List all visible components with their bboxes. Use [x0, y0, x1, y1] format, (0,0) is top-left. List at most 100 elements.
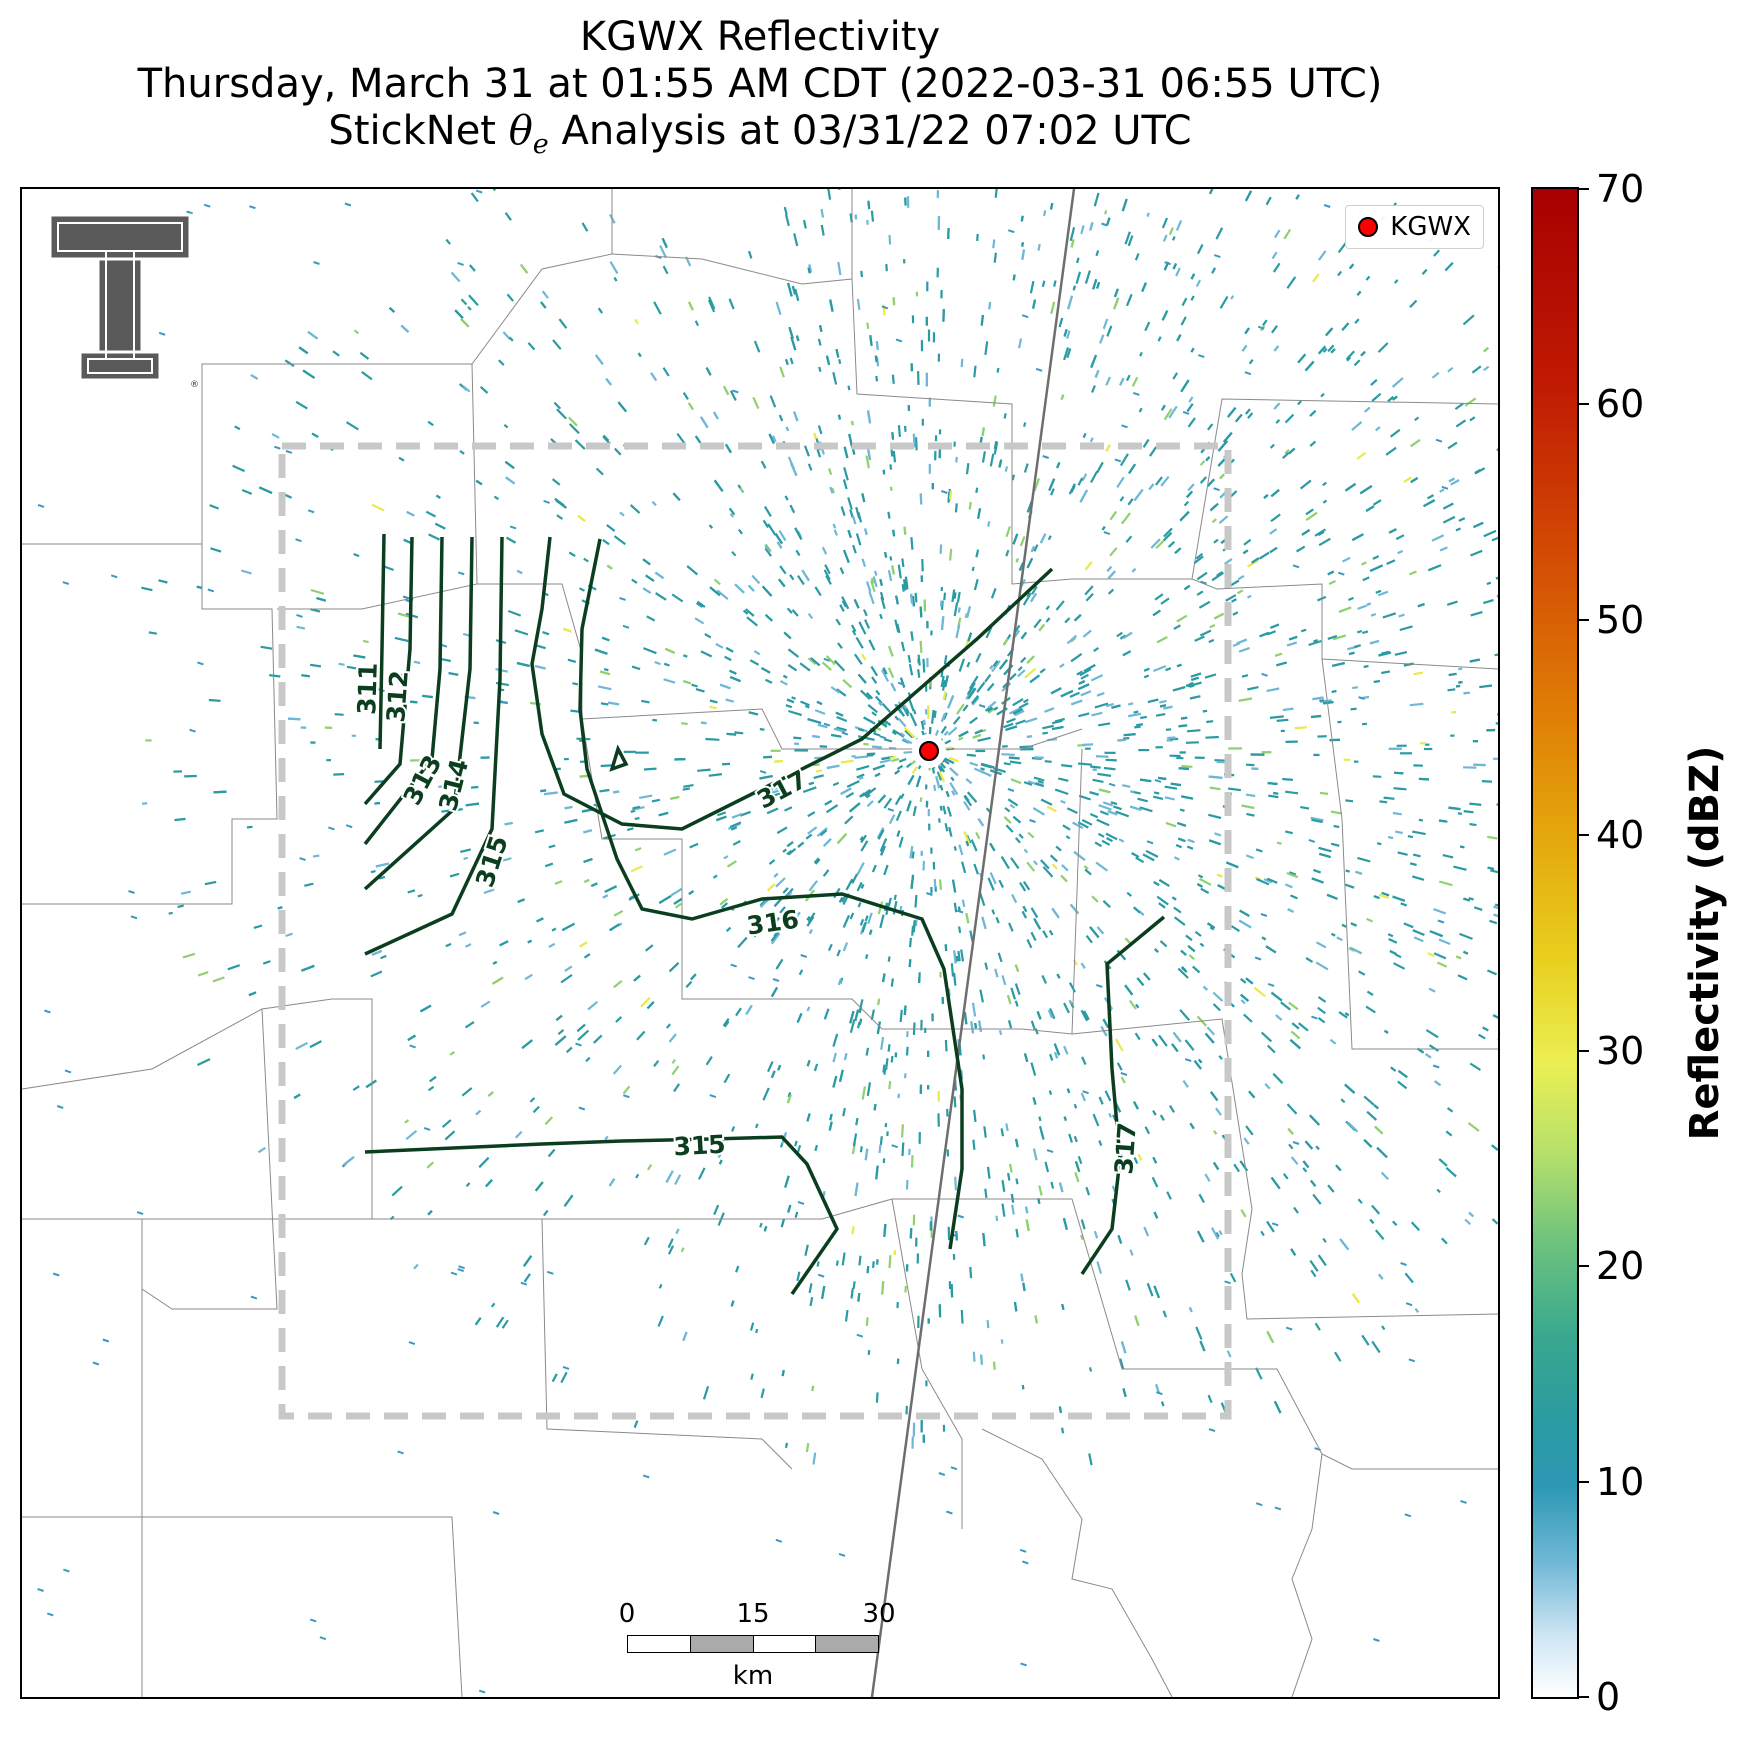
contour-label: 311 — [352, 662, 383, 715]
echo-speck — [1018, 702, 1029, 709]
echo-speck — [1129, 1249, 1134, 1256]
echo-speck — [1053, 1043, 1061, 1056]
contour-triangle — [609, 744, 629, 772]
echo-speck — [752, 396, 760, 410]
echo-speck — [529, 1097, 536, 1103]
echo-speck — [872, 745, 882, 749]
echo-speck — [696, 602, 704, 608]
echo-speck — [732, 840, 741, 846]
echo-speck — [1026, 592, 1031, 598]
echo-speck — [1020, 1273, 1024, 1282]
echo-speck — [900, 641, 906, 652]
echo-speck — [460, 318, 470, 328]
echo-speck — [1000, 1128, 1005, 1137]
echo-speck — [1092, 778, 1104, 783]
echo-speck — [868, 929, 873, 935]
echo-speck — [874, 570, 878, 576]
echo-speck — [849, 1010, 855, 1024]
echo-speck — [1463, 810, 1474, 814]
echo-speck — [996, 367, 1000, 373]
echo-speck — [874, 695, 883, 704]
echo-speck — [130, 915, 138, 920]
echo-speck — [634, 816, 640, 821]
echo-speck — [1089, 812, 1099, 819]
echo-speck — [562, 627, 572, 633]
echo-speck — [1482, 599, 1494, 605]
echo-speck — [1493, 913, 1498, 918]
echo-speck — [1204, 1032, 1215, 1044]
echo-speck — [1211, 571, 1225, 582]
echo-speck — [726, 860, 737, 868]
echo-speck — [1053, 280, 1057, 287]
echo-speck — [630, 809, 636, 813]
echo-speck — [1288, 447, 1296, 455]
echo-speck — [868, 639, 876, 651]
echo-speck — [1104, 1090, 1112, 1102]
echo-speck — [1300, 628, 1307, 633]
echo-speck — [719, 897, 729, 906]
echo-speck — [1000, 856, 1010, 870]
echo-speck — [619, 596, 626, 601]
texas-tech-logo-icon: ® — [40, 207, 200, 392]
echo-speck — [953, 1096, 957, 1108]
echo-speck — [1243, 1137, 1250, 1145]
echo-speck — [423, 1126, 431, 1131]
echo-speck — [409, 700, 418, 704]
title-line-3-prefix: StickNet — [328, 108, 496, 154]
echo-speck — [891, 757, 900, 763]
echo-speck — [1023, 463, 1029, 473]
echo-speck — [654, 571, 665, 580]
echo-speck — [1486, 581, 1492, 586]
echo-speck — [1122, 1388, 1127, 1398]
map-panel[interactable]: 311 312 313 314 315 317 316 315 317 — [20, 187, 1500, 1699]
echo-speck — [1397, 851, 1408, 856]
echo-speck — [284, 359, 295, 368]
contour-label: 317 — [1109, 1121, 1142, 1175]
echo-speck — [885, 1058, 889, 1071]
echo-speck — [838, 1552, 846, 1557]
echo-speck — [1105, 444, 1111, 452]
echo-speck — [1168, 405, 1178, 419]
echo-speck — [1325, 327, 1334, 337]
echo-speck — [1309, 409, 1317, 417]
echo-speck — [1389, 428, 1401, 438]
echo-speck — [668, 962, 680, 973]
echo-speck — [1211, 267, 1217, 274]
echo-speck — [1046, 1149, 1054, 1154]
echo-speck — [1206, 720, 1214, 724]
echo-speck — [1099, 810, 1109, 816]
echo-speck — [807, 267, 811, 274]
echo-speck — [1319, 791, 1329, 795]
echo-speck — [1241, 674, 1249, 678]
echo-speck — [1055, 600, 1065, 611]
echo-speck — [688, 301, 694, 311]
echo-speck — [940, 490, 948, 494]
echo-speck — [1097, 832, 1105, 838]
echo-speck — [1166, 1191, 1172, 1200]
echo-speck — [1026, 655, 1035, 664]
echo-speck — [789, 357, 794, 365]
echo-speck — [1487, 866, 1495, 871]
echo-speck — [504, 821, 513, 826]
echo-speck — [764, 545, 771, 552]
echo-speck — [1021, 249, 1026, 260]
echo-speck — [1394, 651, 1408, 656]
echo-speck — [1360, 350, 1366, 357]
echo-speck — [705, 1056, 713, 1066]
echo-speck — [832, 371, 838, 385]
echo-speck — [1213, 612, 1225, 620]
echo-speck — [1015, 557, 1020, 563]
echo-speck — [1240, 993, 1250, 1002]
echo-speck — [1189, 1122, 1195, 1130]
echo-speck — [1015, 719, 1026, 726]
echo-speck — [1494, 653, 1498, 657]
echo-speck — [786, 841, 794, 848]
echo-speck — [873, 732, 881, 737]
echo-speck — [1187, 729, 1201, 733]
echo-speck — [136, 1211, 144, 1216]
echo-speck — [1026, 861, 1036, 872]
echo-speck — [805, 1442, 810, 1453]
echo-speck — [1490, 869, 1498, 874]
echo-speck — [857, 902, 862, 908]
echo-speck — [365, 1079, 377, 1089]
